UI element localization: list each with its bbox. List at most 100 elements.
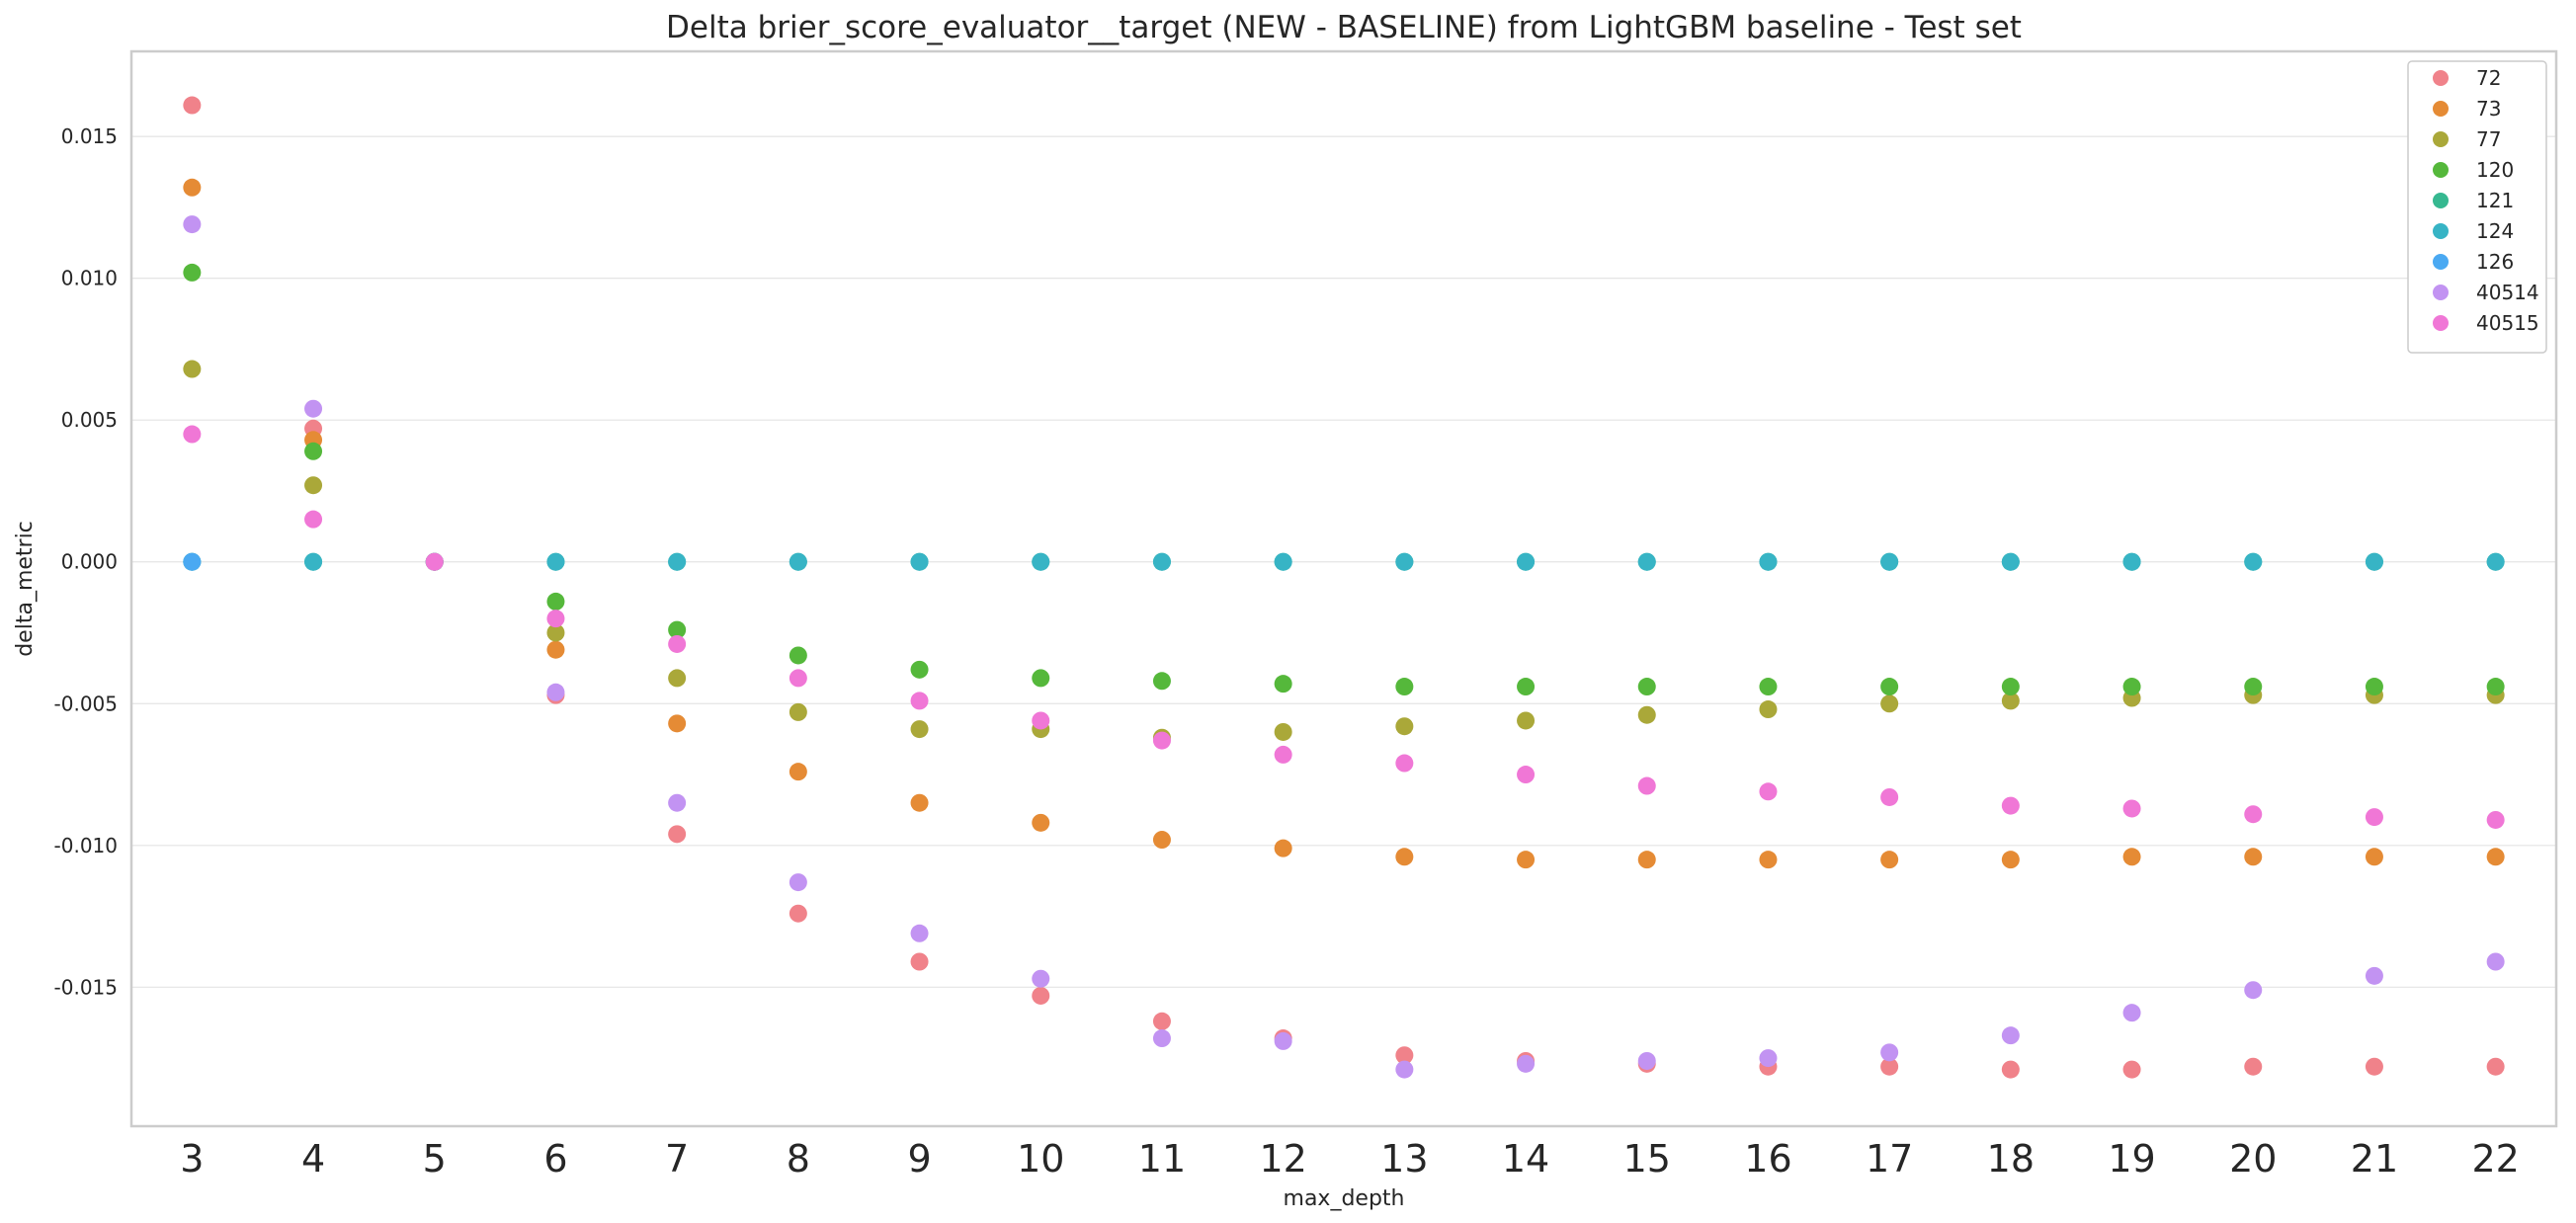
data-point (1274, 722, 1292, 741)
data-point (668, 825, 687, 844)
data-point (2001, 678, 2020, 696)
data-point (1637, 1051, 1656, 1070)
data-point (1395, 848, 1414, 866)
legend-marker (2433, 254, 2449, 270)
x-tick-label: 5 (423, 1137, 447, 1181)
data-point (1395, 717, 1414, 736)
data-point (304, 399, 323, 418)
data-point (1395, 1060, 1414, 1079)
x-tick-label: 14 (1502, 1137, 1549, 1181)
legend-marker (2433, 101, 2449, 117)
data-point (1880, 1057, 1899, 1076)
data-point (2122, 1004, 2141, 1022)
x-tick-label: 9 (907, 1137, 931, 1181)
data-point (2365, 808, 2383, 827)
data-point (2486, 952, 2505, 971)
data-point (1759, 782, 1778, 801)
x-tick-label: 19 (2108, 1137, 2155, 1181)
data-point (2365, 966, 2383, 985)
data-point (183, 425, 202, 444)
legend: 72 73 77 120 121 124 126 40514 40515 (2407, 60, 2547, 354)
data-point (1152, 731, 1171, 750)
data-point (1637, 776, 1656, 795)
data-point (910, 924, 929, 942)
data-point (2122, 848, 2141, 866)
data-point (2365, 1057, 2383, 1076)
data-point (1517, 851, 1536, 869)
x-tick-label: 17 (1866, 1137, 1913, 1181)
data-point (546, 592, 565, 611)
legend-entry: 77 (2476, 127, 2501, 151)
data-point (1395, 678, 1414, 696)
data-point (1517, 711, 1536, 730)
data-point (2244, 848, 2263, 866)
legend-marker (2433, 162, 2449, 178)
data-point (789, 873, 807, 892)
data-point (2001, 552, 2020, 571)
data-point (2001, 1060, 2020, 1079)
data-point (789, 702, 807, 721)
y-tick-label: -0.015 (54, 975, 118, 999)
data-point (789, 763, 807, 781)
data-point (1517, 766, 1536, 784)
chart-title: Delta brier_score_evaluator__target (NEW… (666, 10, 2022, 45)
data-point (1274, 552, 1292, 571)
series-124 (183, 552, 2505, 571)
series-40515 (183, 425, 2505, 829)
data-point (2122, 552, 2141, 571)
data-point (789, 904, 807, 923)
data-point (910, 952, 929, 971)
data-point (1032, 986, 1050, 1005)
data-point (910, 692, 929, 710)
y-axis-ticks: 0.015 0.010 0.005 0.000 -0.005 -0.010 -0.015 (54, 124, 118, 999)
series-120 (183, 263, 2505, 696)
data-point (668, 620, 687, 639)
x-tick-label: 10 (1017, 1137, 1064, 1181)
data-point (910, 793, 929, 812)
data-points (183, 96, 2505, 1079)
data-point (1032, 969, 1050, 988)
y-tick-label: 0.000 (61, 550, 118, 574)
y-tick-label: -0.010 (54, 834, 118, 857)
legend-entry: 72 (2476, 66, 2501, 90)
data-point (1880, 851, 1899, 869)
data-point (668, 793, 687, 812)
series-77 (183, 360, 2505, 747)
data-point (546, 623, 565, 642)
data-point (789, 669, 807, 688)
data-point (2486, 552, 2505, 571)
data-point (183, 263, 202, 282)
data-point (1274, 839, 1292, 857)
data-point (668, 714, 687, 733)
data-point (183, 178, 202, 197)
data-point (1880, 678, 1899, 696)
data-point (910, 552, 929, 571)
data-point (1880, 1043, 1899, 1062)
x-tick-label: 7 (665, 1137, 689, 1181)
data-point (668, 669, 687, 688)
legend-marker (2433, 285, 2449, 300)
data-point (304, 552, 323, 571)
legend-entry: 121 (2476, 189, 2514, 212)
data-point (2122, 799, 2141, 818)
data-point (1274, 745, 1292, 764)
data-point (546, 683, 565, 701)
legend-marker (2433, 131, 2449, 147)
data-point (1517, 678, 1536, 696)
data-point (2244, 981, 2263, 1000)
data-point (183, 215, 202, 234)
x-tick-label: 20 (2229, 1137, 2277, 1181)
data-point (668, 552, 687, 571)
data-point (1759, 700, 1778, 719)
x-axis-label: max_depth (1284, 1186, 1405, 1211)
data-point (2001, 692, 2020, 710)
x-tick-label: 11 (1138, 1137, 1186, 1181)
data-point (2122, 1060, 2141, 1079)
data-point (1880, 552, 1899, 571)
data-point (546, 640, 565, 659)
data-point (789, 646, 807, 665)
x-tick-label: 12 (1259, 1137, 1306, 1181)
data-point (304, 510, 323, 529)
y-tick-label: 0.015 (61, 124, 118, 148)
